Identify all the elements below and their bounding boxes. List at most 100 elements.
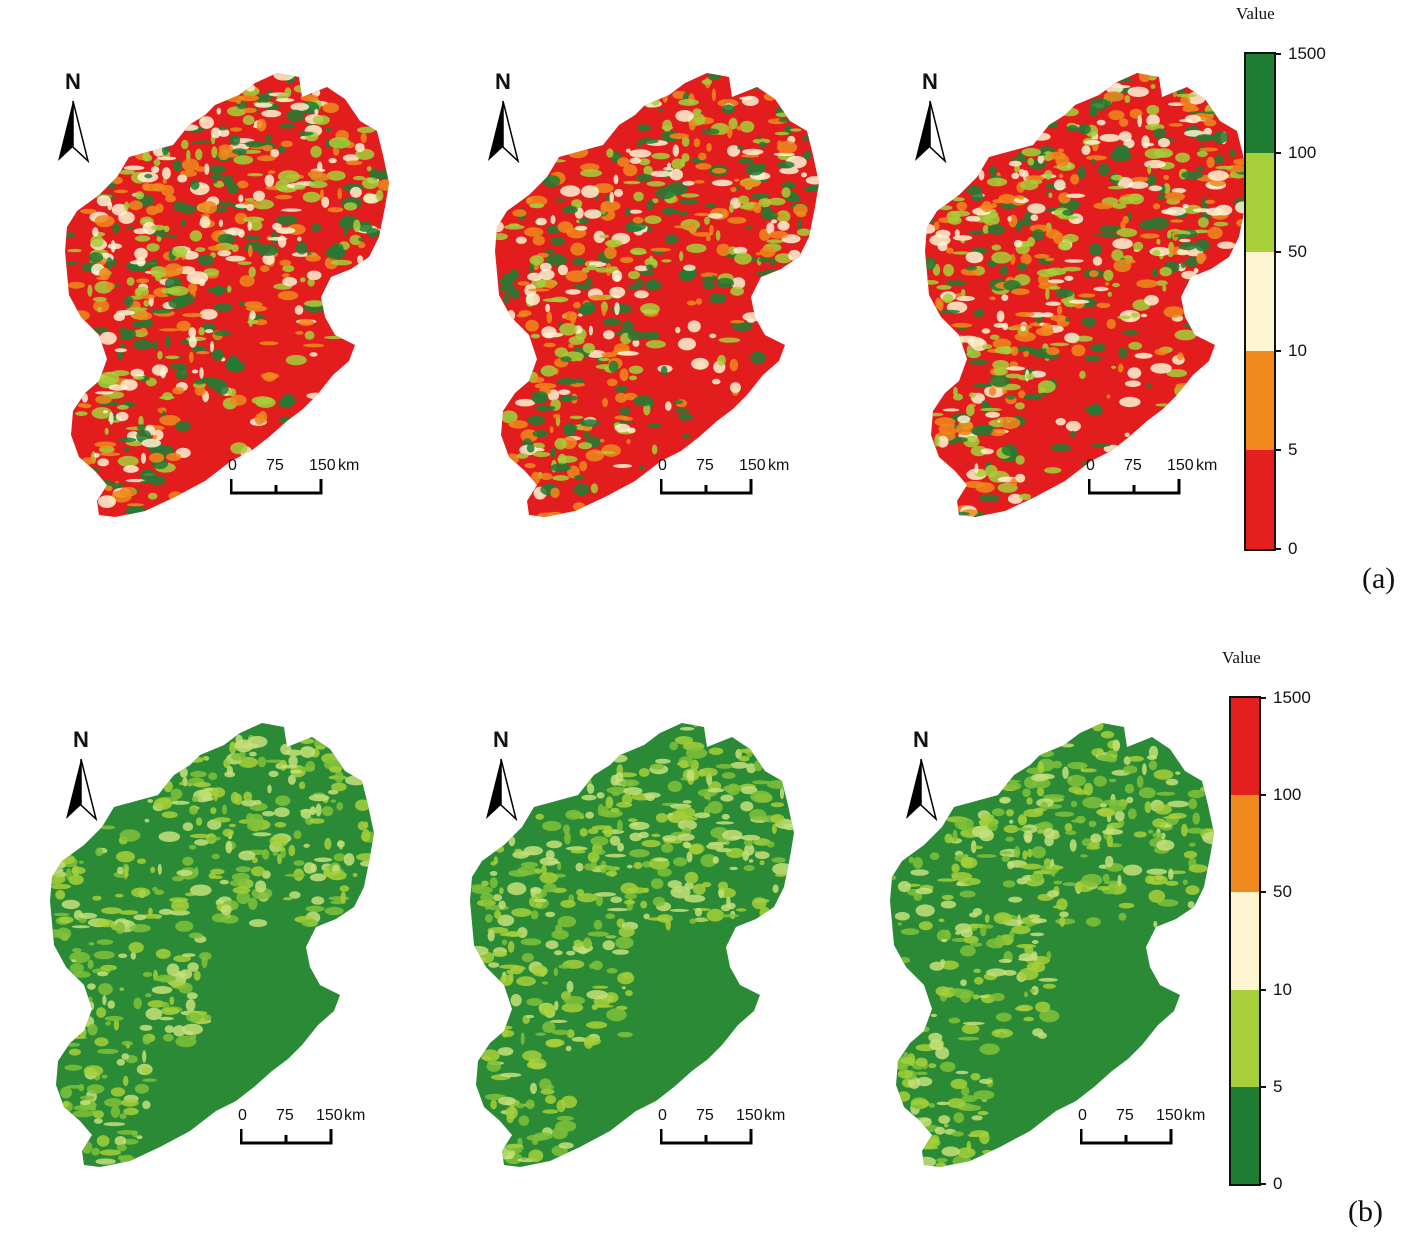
region-map: [925, 73, 1249, 517]
scale-tick-150: 150: [739, 457, 766, 474]
north-arrow-icon: [486, 758, 518, 821]
legend-title: Value: [1236, 4, 1275, 23]
legend-swatch: [1231, 989, 1259, 1087]
map-b1: N 0 75 150 km: [40, 715, 380, 1170]
legend-label: 1500: [1273, 688, 1311, 707]
scale-bar-line: [230, 479, 323, 495]
legend-tick: [1259, 1085, 1266, 1088]
scale-unit: km: [768, 457, 790, 474]
legend-color-bar: [1229, 696, 1261, 1186]
scale-tick-75: 75: [266, 457, 284, 474]
scale-tick-75: 75: [1124, 457, 1142, 474]
legend-swatch: [1246, 54, 1274, 153]
legend-label: 0: [1273, 1174, 1283, 1193]
north-arrow-icon: [66, 758, 98, 821]
north-arrow-icon: [58, 100, 90, 163]
scale-bar: 0 75 150 km: [236, 1107, 386, 1147]
north-arrow: N: [912, 69, 948, 163]
scale-bar: 0 75 150 km: [1076, 1107, 1226, 1147]
legend-label: 50: [1273, 882, 1292, 902]
legend-tick: [1274, 350, 1281, 352]
scale-bar: 0 75 150 km: [656, 1107, 806, 1147]
legend-label: 1500: [1288, 44, 1326, 63]
legend-tick: [1274, 53, 1281, 55]
panel-b: N 0 75 150 km N 0 75 150 km: [0, 640, 1418, 1241]
scale-unit: km: [338, 457, 360, 474]
region-map: [495, 73, 819, 517]
panel-label: (b): [1348, 1195, 1383, 1228]
legend-swatch: [1231, 892, 1259, 990]
scale-unit: km: [764, 1107, 786, 1124]
scale-unit: km: [1196, 457, 1218, 474]
legend-swatch: [1246, 351, 1274, 450]
legend-tick: [1259, 988, 1266, 991]
legend-label: 0: [1288, 539, 1298, 558]
north-arrow: N: [63, 727, 99, 821]
scale-tick-150: 150: [1167, 457, 1194, 474]
legend-title: Value: [1222, 648, 1261, 667]
legend-tick: [1274, 548, 1281, 550]
scale-tick-150: 150: [309, 457, 336, 474]
scale-tick-150: 150: [736, 1107, 763, 1124]
scale-tick-0: 0: [658, 1107, 667, 1124]
legend-label: 5: [1288, 440, 1298, 459]
legend-label: 10: [1288, 341, 1307, 360]
map-a1: N 0 75 150 km: [55, 65, 400, 520]
scale-tick-0: 0: [658, 457, 667, 474]
panel-label: (a): [1362, 562, 1396, 595]
scale-tick-0: 0: [1086, 457, 1095, 474]
north-arrow-icon: [488, 100, 520, 163]
scale-tick-75: 75: [696, 1107, 714, 1124]
north-arrow-letter: N: [922, 69, 938, 94]
north-arrow-letter: N: [73, 727, 89, 752]
north-arrow-letter: N: [495, 69, 511, 94]
scale-tick-75: 75: [696, 457, 714, 474]
region-map: [65, 73, 389, 517]
legend-tick: [1274, 152, 1281, 154]
legend-swatch: [1231, 698, 1259, 796]
north-arrow-letter: N: [913, 727, 929, 752]
panel-a: N 0 75 150 km N 0 75 150 km: [0, 0, 1418, 620]
scale-bar-line: [660, 479, 753, 495]
legend-swatch: [1246, 153, 1274, 252]
legend-label: 10: [1273, 979, 1292, 999]
region-map: [470, 723, 794, 1167]
legend-tick: [1274, 251, 1281, 253]
legend-swatch: [1231, 795, 1259, 893]
scale-tick-75: 75: [1116, 1107, 1134, 1124]
legend-swatch: [1246, 252, 1274, 351]
legend-tick: [1259, 697, 1266, 699]
legend-color-bar: [1244, 52, 1276, 551]
legend-swatch: [1231, 1086, 1259, 1184]
region-outline: [495, 73, 819, 517]
north-arrow-letter: N: [65, 69, 81, 94]
region-map: [50, 723, 374, 1167]
scale-bar-line: [660, 1129, 753, 1145]
scale-tick-0: 0: [1078, 1107, 1087, 1124]
north-arrow: N: [485, 69, 521, 163]
legend: Value 1500 100 50 10 5 0: [1236, 0, 1354, 560]
scale-tick-75: 75: [276, 1107, 294, 1124]
map-a2: N 0 75 150 km: [485, 65, 830, 520]
scale-tick-150: 150: [316, 1107, 343, 1124]
scale-bar: 0 75 150 km: [655, 457, 805, 497]
north-arrow: N: [903, 727, 939, 821]
scale-tick-0: 0: [228, 457, 237, 474]
legend: Value 1500 100 50 10 5 0: [1222, 640, 1339, 1200]
legend-tick: [1259, 1183, 1266, 1185]
scale-bar-line: [1080, 1129, 1173, 1145]
north-arrow-letter: N: [493, 727, 509, 752]
legend-tick: [1259, 891, 1266, 894]
region-map: [890, 723, 1214, 1167]
scale-unit: km: [344, 1107, 366, 1124]
legend-tick: [1259, 794, 1266, 797]
legend-swatch: [1246, 450, 1274, 549]
legend-tick: [1274, 449, 1281, 451]
legend-label: 5: [1273, 1076, 1283, 1096]
north-arrow-icon: [906, 758, 938, 821]
scale-tick-0: 0: [238, 1107, 247, 1124]
legend-label: 100: [1273, 785, 1302, 805]
scale-bar-line: [240, 1129, 333, 1145]
scale-tick-150: 150: [1156, 1107, 1183, 1124]
map-b3: N 0 75 150 km: [880, 715, 1220, 1170]
